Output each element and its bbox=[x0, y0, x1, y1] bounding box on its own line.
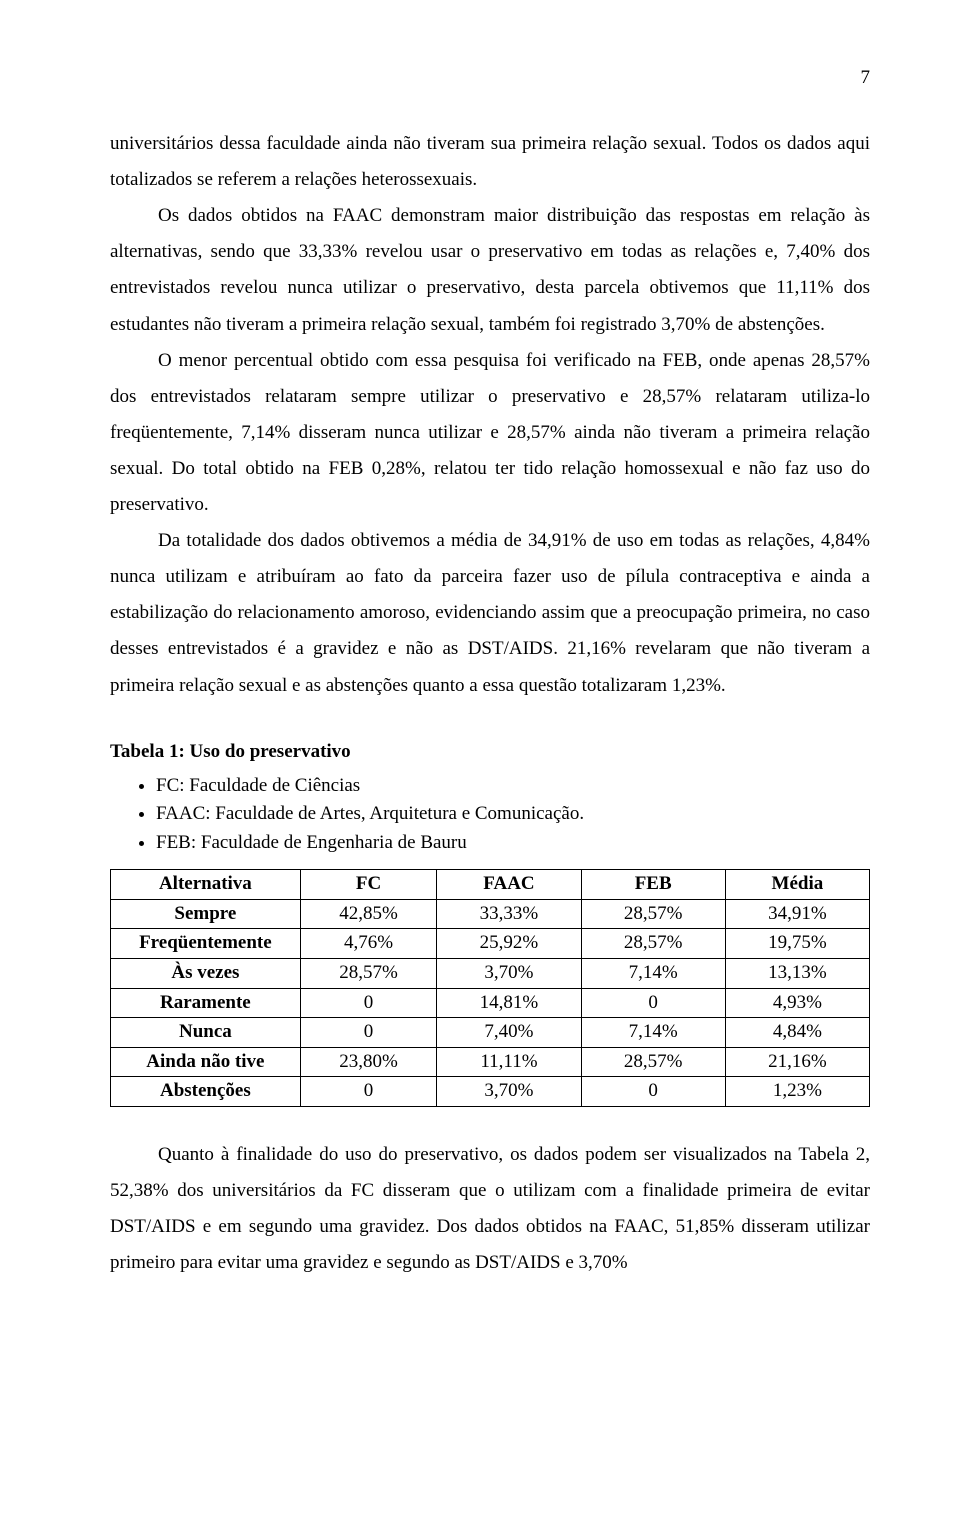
paragraph-5: Quanto à finalidade do uso do preservati… bbox=[110, 1137, 870, 1281]
table-cell: 13,13% bbox=[725, 958, 869, 988]
table-row: Freqüentemente4,76%25,92%28,57%19,75% bbox=[111, 929, 870, 959]
data-table: AlternativaFCFAACFEBMédiaSempre42,85%33,… bbox=[110, 869, 870, 1107]
page-number: 7 bbox=[110, 60, 870, 96]
legend-item: FEB: Faculdade de Engenharia de Bauru bbox=[156, 829, 870, 858]
table-header: Média bbox=[725, 870, 869, 900]
table-cell: Ainda não tive bbox=[111, 1047, 301, 1077]
table-cell: 33,33% bbox=[437, 899, 581, 929]
table-cell: 4,93% bbox=[725, 988, 869, 1018]
table-cell: 28,57% bbox=[581, 899, 725, 929]
table-cell: 7,14% bbox=[581, 958, 725, 988]
table-cell: 28,57% bbox=[300, 958, 437, 988]
table-cell: Às vezes bbox=[111, 958, 301, 988]
table-cell: 25,92% bbox=[437, 929, 581, 959]
table-cell: 7,14% bbox=[581, 1018, 725, 1048]
table-cell: 4,84% bbox=[725, 1018, 869, 1048]
table-cell: Abstenções bbox=[111, 1077, 301, 1107]
table-cell: 0 bbox=[300, 988, 437, 1018]
table-cell: 7,40% bbox=[437, 1018, 581, 1048]
table-cell: Raramente bbox=[111, 988, 301, 1018]
paragraph-3: O menor percentual obtido com essa pesqu… bbox=[110, 343, 870, 523]
paragraph-1: universitários dessa faculdade ainda não… bbox=[110, 126, 870, 198]
table-cell: 3,70% bbox=[437, 1077, 581, 1107]
table-header: Alternativa bbox=[111, 870, 301, 900]
table-cell: 3,70% bbox=[437, 958, 581, 988]
table-legend-list: FC: Faculdade de Ciências FAAC: Faculdad… bbox=[110, 772, 870, 858]
table-header: FC bbox=[300, 870, 437, 900]
table-row: Sempre42,85%33,33%28,57%34,91% bbox=[111, 899, 870, 929]
table-cell: 0 bbox=[300, 1077, 437, 1107]
legend-item: FC: Faculdade de Ciências bbox=[156, 772, 870, 801]
table-cell: 0 bbox=[581, 1077, 725, 1107]
paragraph-4: Da totalidade dos dados obtivemos a médi… bbox=[110, 523, 870, 703]
table-cell: Sempre bbox=[111, 899, 301, 929]
paragraph-2: Os dados obtidos na FAAC demonstram maio… bbox=[110, 198, 870, 342]
legend-item: FAAC: Faculdade de Artes, Arquitetura e … bbox=[156, 800, 870, 829]
table-cell: 34,91% bbox=[725, 899, 869, 929]
table-cell: 19,75% bbox=[725, 929, 869, 959]
table-row: Às vezes28,57%3,70%7,14%13,13% bbox=[111, 958, 870, 988]
table-row: Raramente014,81%04,93% bbox=[111, 988, 870, 1018]
table-cell: 28,57% bbox=[581, 1047, 725, 1077]
table-cell: 0 bbox=[581, 988, 725, 1018]
table-row: Ainda não tive23,80%11,11%28,57%21,16% bbox=[111, 1047, 870, 1077]
table-cell: 4,76% bbox=[300, 929, 437, 959]
table-header: FEB bbox=[581, 870, 725, 900]
table-row: Abstenções03,70%01,23% bbox=[111, 1077, 870, 1107]
table-row: Nunca07,40%7,14%4,84% bbox=[111, 1018, 870, 1048]
table-title: Tabela 1: Uso do preservativo bbox=[110, 734, 870, 770]
table-cell: 0 bbox=[300, 1018, 437, 1048]
table-cell: 23,80% bbox=[300, 1047, 437, 1077]
table-cell: Nunca bbox=[111, 1018, 301, 1048]
table-cell: Freqüentemente bbox=[111, 929, 301, 959]
table-cell: 42,85% bbox=[300, 899, 437, 929]
table-cell: 28,57% bbox=[581, 929, 725, 959]
table-cell: 21,16% bbox=[725, 1047, 869, 1077]
table-cell: 1,23% bbox=[725, 1077, 869, 1107]
table-header: FAAC bbox=[437, 870, 581, 900]
table-cell: 11,11% bbox=[437, 1047, 581, 1077]
table-cell: 14,81% bbox=[437, 988, 581, 1018]
